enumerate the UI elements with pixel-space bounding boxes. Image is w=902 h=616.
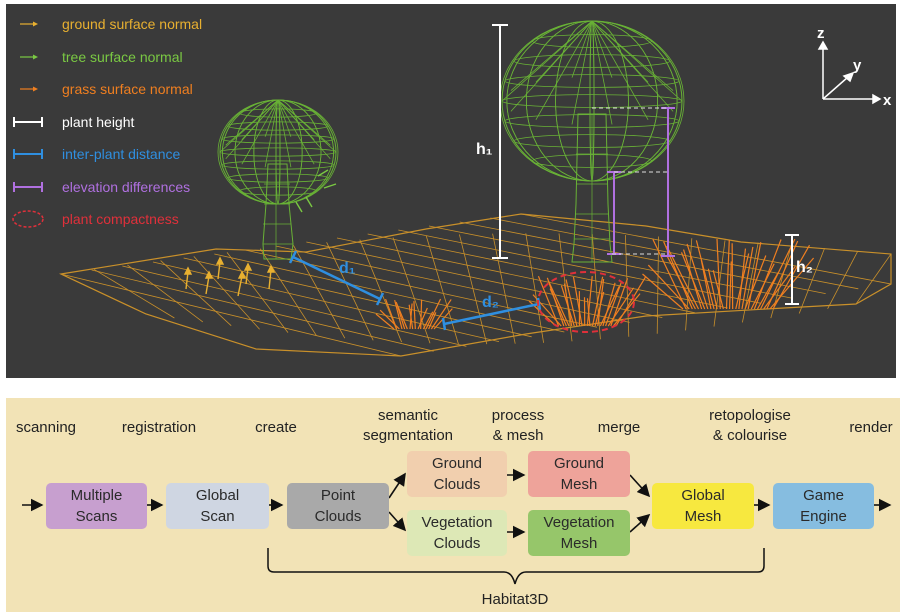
box-game-engine: Game Engine — [773, 483, 874, 529]
box-vegetation-mesh: Vegetation Mesh — [528, 510, 630, 556]
ground-normals — [183, 256, 276, 297]
pipeline-panel: scanning registration create semantic segme… — [6, 398, 900, 612]
plant-height-h1 — [492, 24, 508, 259]
legend-label: ground surface normal — [62, 16, 203, 32]
box-point-clouds: Point Clouds — [287, 483, 389, 529]
arrow-point-vegetation — [388, 511, 407, 532]
plant-height-h2 — [785, 234, 799, 305]
legend-item: plant height — [6, 110, 134, 134]
legend-item: elevation differences — [6, 175, 190, 199]
box-label: Global Mesh — [681, 487, 725, 525]
habitat3d-label: Habitat3D — [481, 591, 549, 608]
legend-label: grass surface normal — [62, 81, 193, 97]
legend-arrow-small-icon — [6, 45, 50, 69]
stage-label: retopologise & colourise — [709, 407, 791, 444]
axis-z-label: z — [817, 25, 825, 42]
plant-compactness-ellipse — [537, 271, 635, 333]
box-ground-clouds: Ground Clouds — [407, 451, 507, 497]
ground-mesh-wireframe — [58, 213, 892, 357]
label-d1: d₁ — [339, 260, 356, 277]
legend-double-bar-icon — [6, 142, 50, 166]
arrow-groundmesh-global — [629, 474, 651, 498]
tree-right — [499, 20, 685, 263]
axis-gizmo — [817, 40, 882, 105]
axis-x-label: x — [883, 92, 892, 109]
stage-label: render — [849, 419, 893, 436]
box-multiple-scans: Multiple Scans — [46, 483, 147, 529]
grass-clump-1 — [375, 298, 453, 330]
grass-clump-2 — [528, 275, 647, 327]
legend-double-bar-icon — [6, 110, 50, 134]
stage-label: process & mesh — [491, 407, 545, 444]
scene-panel: h₁ h₂ d₁ — [6, 4, 896, 378]
arrow-point-ground — [388, 472, 406, 499]
legend-label: inter-plant distance — [62, 146, 181, 162]
box-label: Vegetation Clouds — [421, 514, 493, 552]
pipeline-arrows — [22, 468, 892, 585]
elevation-differences — [607, 107, 675, 257]
box-label: Vegetation Mesh — [543, 514, 615, 552]
box-label: Ground Clouds — [431, 455, 483, 493]
legend-item: tree surface normal — [6, 45, 183, 69]
stage-label: registration — [121, 419, 197, 436]
legend-label: elevation differences — [62, 178, 191, 195]
box-label: Game Engine — [800, 487, 847, 525]
legend-double-bar-icon — [6, 175, 50, 199]
label-h2: h₂ — [796, 259, 813, 276]
tree-left — [217, 99, 339, 260]
box-ground-mesh: Ground Mesh — [528, 451, 630, 497]
stage-label: merge — [597, 419, 641, 436]
legend-item: ground surface normal — [6, 12, 202, 36]
grass-clump-3 — [642, 238, 815, 310]
stage-label: semantic segmentation — [362, 407, 454, 444]
box-label: Ground Mesh — [553, 455, 605, 493]
legend-label: plant height — [62, 113, 135, 130]
box-global-mesh: Global Mesh — [652, 483, 754, 529]
axis-y-label: y — [853, 57, 862, 74]
legend-item: plant compactness — [6, 207, 179, 231]
box-label: Multiple Scans — [70, 487, 123, 525]
legend-arrow-small-icon — [6, 12, 50, 36]
legend-arrow-small-icon — [6, 77, 50, 101]
box-global-scan: Global Scan — [166, 483, 269, 529]
box-label: Point Clouds — [314, 487, 362, 525]
scene-canvas: h₁ h₂ d₁ — [58, 20, 892, 357]
legend-label: plant compactness — [62, 211, 179, 227]
inter-plant-distance-d1 — [288, 250, 385, 306]
label-h1: h₁ — [476, 141, 493, 158]
stage-label: create — [255, 419, 297, 436]
legend-label: tree surface normal — [62, 48, 183, 65]
habitat3d-bracket — [267, 548, 765, 585]
arrow-vegmesh-global — [629, 513, 651, 533]
stage-label: scanning — [15, 419, 77, 436]
legend-item: grass surface normal — [6, 77, 193, 101]
label-d2: d₂ — [482, 294, 499, 311]
legend-item: inter-plant distance — [6, 142, 180, 166]
box-vegetation-clouds: Vegetation Clouds — [407, 510, 507, 556]
box-label: Global Scan — [195, 487, 240, 525]
legend-dashed-ellipse-icon — [6, 207, 50, 231]
